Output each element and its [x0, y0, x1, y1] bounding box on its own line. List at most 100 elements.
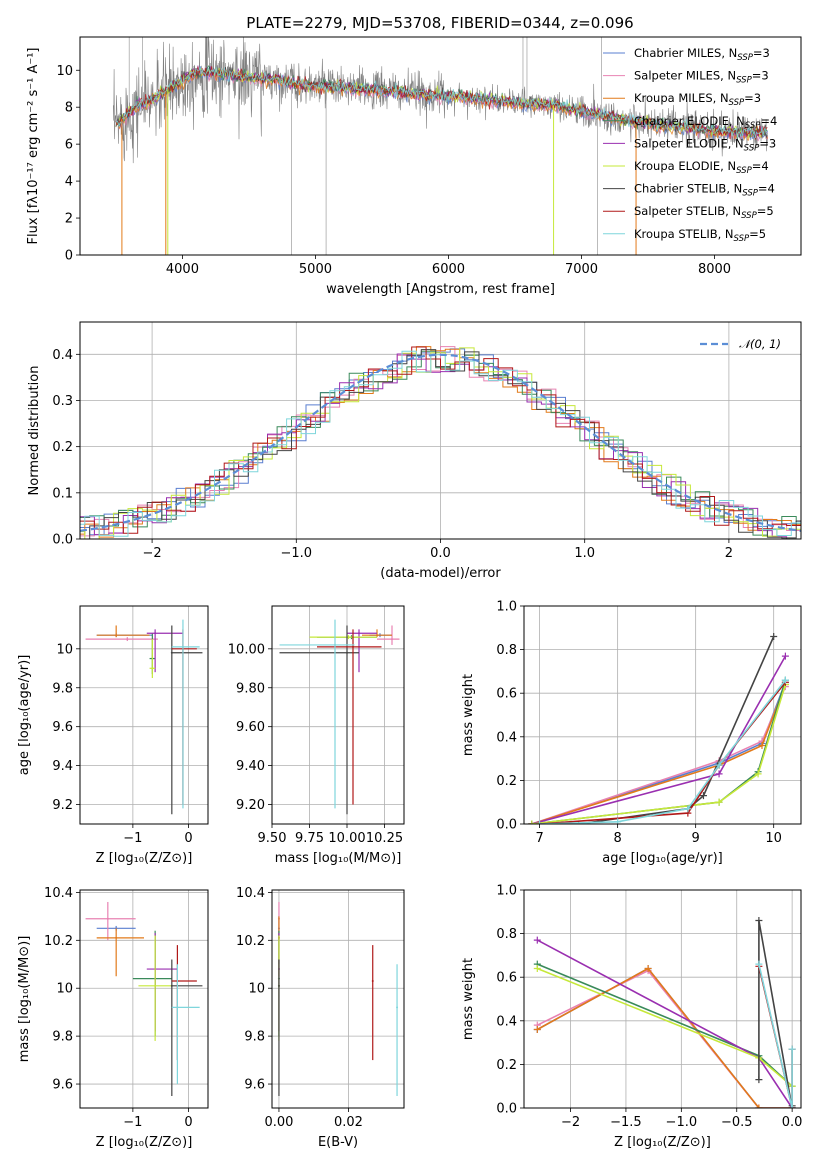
y-tick-label: 0.3: [52, 394, 73, 409]
residual-frame: −2 −1.0 0.0 1.0 2 0.0 0.1 0.2 0.3 0.4 (data-model)…: [27, 321, 802, 581]
x-tick-label: 8: [613, 831, 621, 846]
legend-entry: Chabrier STELIB, NSSP=4: [634, 182, 775, 199]
weight-line: [539, 681, 787, 824]
y-tick-label: 0.2: [52, 440, 73, 455]
weight-marker: [788, 1104, 796, 1108]
x-tick-label: 9: [692, 831, 700, 846]
x-tick-label: −2: [561, 1115, 580, 1130]
data-point: [154, 984, 157, 987]
data-point: [391, 638, 393, 641]
data-point: [352, 645, 354, 648]
y-tick-label: 9.8: [52, 1030, 73, 1045]
axes-frame: [523, 889, 802, 1109]
x-tick-label: 0: [184, 831, 192, 846]
data-point: [376, 634, 378, 637]
y-axis-label: age [log₁₀(age/yr)]: [17, 655, 32, 776]
x-axis-label: Z [log₁₀(Z/Z⊙)]: [96, 1135, 193, 1150]
x-axis-label: (data-model)/error: [380, 566, 501, 581]
model-spectrum-8: [115, 66, 768, 138]
x-axis-label: Z [log₁₀(Z/Z⊙)]: [96, 851, 193, 866]
y-tick-label: 0: [65, 249, 73, 264]
y-tick-label: 8: [65, 101, 73, 116]
weight-marker: [755, 917, 763, 925]
legend-entry: Kroupa STELIB, NSSP=5: [634, 227, 766, 244]
weight-line: [531, 655, 787, 824]
y-tick-label: 10.2: [44, 934, 73, 949]
y-tick-label: 1.0: [496, 884, 517, 899]
data-point: [181, 645, 184, 648]
weight-line: [531, 684, 787, 824]
mass-weight-Z-lines: [533, 917, 796, 1108]
y-tick-label: 2: [65, 212, 73, 227]
y-tick-label: 0.4: [496, 1014, 517, 1029]
y-tick-label: 0.2: [496, 774, 517, 789]
weight-marker: [715, 770, 723, 778]
y-tick-label: 10.4: [236, 886, 265, 901]
x-tick-label: −1: [123, 831, 142, 846]
data-point: [115, 634, 118, 637]
weight-marker: [536, 820, 544, 824]
weight-marker: [533, 936, 541, 944]
mass-Z-points: [85, 901, 203, 1097]
y-axis-label: mass weight: [461, 674, 476, 756]
legend-entry: Kroupa MILES, NSSP=3: [634, 91, 761, 108]
axes-frame: [79, 889, 209, 1109]
y-tick-label: 0.0: [496, 818, 517, 833]
weight-marker: [754, 770, 762, 778]
x-tick-label: 6000: [432, 262, 465, 277]
x-axis-label: Z [log₁₀(Z/Z⊙)]: [614, 1135, 711, 1150]
y-tick-label: 0.8: [496, 643, 517, 658]
y-tick-label: 10: [56, 642, 73, 657]
y-tick-label: 10: [56, 982, 73, 997]
weight-marker: [758, 742, 766, 750]
weight-marker: [715, 798, 723, 806]
residual-step-6: [80, 349, 801, 539]
weight-marker: [755, 1104, 763, 1108]
mass-weight-age-frame: 7 8 9 10 0.0 0.2 0.4 0.6 0.8 1.0 age [log₁₀(age/yr…: [461, 600, 802, 866]
data-point: [170, 984, 173, 987]
y-tick-label: 9.80: [236, 681, 265, 696]
data-point: [334, 643, 336, 646]
x-tick-label: −2: [143, 546, 162, 561]
legend-entry: Chabrier ELODIE, NSSP=4: [634, 114, 777, 131]
y-tick-label: 0.1: [52, 486, 73, 501]
x-axis-label: mass [log₁₀(M/M⊙)]: [275, 851, 402, 866]
data-point: [154, 632, 157, 635]
x-tick-label: 1.0: [574, 546, 595, 561]
weight-marker: [770, 633, 778, 641]
normal-curve: [80, 353, 801, 532]
axes-frame: [79, 36, 802, 256]
data-point: [346, 651, 348, 654]
x-tick-label: 9.50: [258, 831, 287, 846]
legend-entry: Salpeter MILES, NSSP=3: [634, 69, 769, 86]
figure-title: PLATE=2279, MJD=53708, FIBERID=0344, z=0…: [246, 14, 633, 32]
y-axis-label: Flux [fλ10⁻¹⁷ erg cm⁻² s⁻¹ A⁻¹]: [26, 48, 41, 245]
x-tick-label: 2: [725, 546, 733, 561]
weight-line: [531, 682, 787, 824]
axes-frame: [79, 605, 209, 825]
x-tick-label: −0.5: [721, 1115, 753, 1130]
spectrum-frame: 4000 5000 6000 7000 8000 0 2 4 6 8 10 wavelength [A…: [26, 36, 802, 297]
y-tick-label: 10.00: [228, 642, 265, 657]
x-tick-label: 9.75: [295, 831, 324, 846]
x-tick-label: 7: [535, 831, 543, 846]
residual-step-5: [80, 347, 801, 539]
weight-line: [536, 963, 793, 1087]
weight-line: [758, 920, 793, 1108]
mass-weight-Z-frame: −2 −1.5 −1.0 −0.5 0.0 0.0 0.2 0.4 0.6 0.8 1.0 Z [lo…: [461, 884, 802, 1151]
mass-EBV-axes: [272, 890, 404, 1108]
residual-legend: 𝒩(0, 1): [700, 337, 781, 351]
y-tick-label: 0.2: [496, 1058, 517, 1073]
y-tick-label: 9.8: [244, 1030, 265, 1045]
y-tick-label: 0.6: [496, 687, 517, 702]
mass-weight-age-lines: [528, 633, 789, 824]
weight-marker: [715, 761, 723, 769]
weight-marker: [533, 1026, 541, 1034]
weight-marker: [614, 818, 622, 824]
model-spectrum-4: [115, 65, 768, 138]
x-tick-label: 10: [765, 831, 782, 846]
data-point: [151, 667, 154, 670]
y-tick-label: 9.4: [52, 759, 73, 774]
x-tick-label: −1: [123, 1115, 142, 1130]
y-axis-label: mass [log₁₀(M/M⊙)]: [17, 936, 32, 1063]
